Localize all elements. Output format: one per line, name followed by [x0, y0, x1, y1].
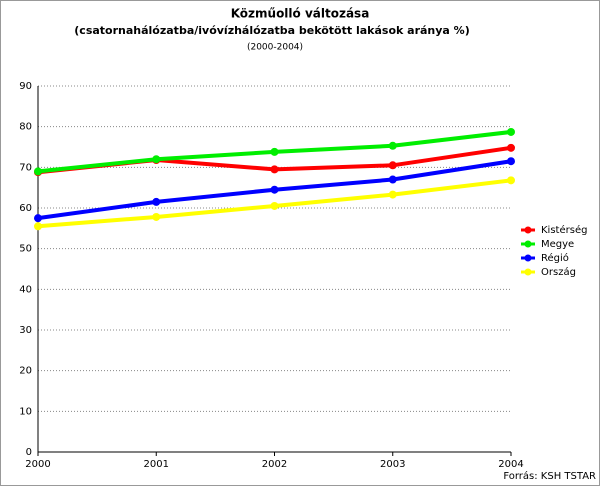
- y-tick-label: 0: [26, 447, 32, 458]
- legend-label: Kistérség: [541, 224, 587, 236]
- data-point: [270, 201, 279, 210]
- legend-label: Ország: [541, 266, 576, 278]
- data-point: [388, 141, 397, 150]
- data-point: [388, 161, 397, 170]
- data-point: [152, 212, 161, 221]
- data-point: [388, 190, 397, 199]
- x-tick-label: 2001: [144, 459, 169, 470]
- data-point: [507, 176, 515, 185]
- x-tick-label: 2000: [25, 459, 50, 470]
- data-point: [34, 222, 42, 231]
- y-tick-label: 60: [19, 203, 32, 214]
- chart-subtitle: (csatornahálózatba/ivóvízhálózatba beköt…: [74, 24, 469, 37]
- data-point: [34, 214, 42, 223]
- data-point: [388, 175, 397, 184]
- data-point: [507, 127, 515, 136]
- y-tick-label: 20: [19, 366, 32, 377]
- y-tick-label: 90: [19, 81, 32, 92]
- data-point: [270, 165, 279, 174]
- y-tick-label: 80: [19, 122, 32, 133]
- data-point: [34, 167, 42, 176]
- y-tick-label: 30: [19, 325, 32, 336]
- y-tick-label: 10: [19, 406, 32, 417]
- x-tick-label: 2003: [380, 459, 405, 470]
- data-point: [270, 185, 279, 194]
- legend-swatch: [524, 254, 532, 262]
- data-point: [270, 147, 279, 156]
- y-tick-label: 50: [19, 244, 32, 255]
- legend-label: Megye: [541, 239, 574, 250]
- legend-swatch: [524, 226, 532, 234]
- legend-swatch: [524, 240, 532, 248]
- y-tick-label: 40: [19, 284, 32, 295]
- legend-swatch: [524, 268, 532, 276]
- chart-title: Közműolló változása: [231, 7, 370, 21]
- source: Forrás: KSH TSTAR: [503, 470, 596, 482]
- y-tick-label: 70: [19, 162, 32, 173]
- data-point: [507, 157, 515, 166]
- data-point: [152, 155, 161, 164]
- x-tick-label: 2004: [498, 459, 523, 470]
- data-point: [507, 143, 515, 152]
- x-tick-label: 2002: [262, 459, 287, 470]
- data-point: [152, 197, 161, 206]
- legend-label: Régió: [541, 252, 569, 264]
- period: (2000-2004): [247, 43, 303, 53]
